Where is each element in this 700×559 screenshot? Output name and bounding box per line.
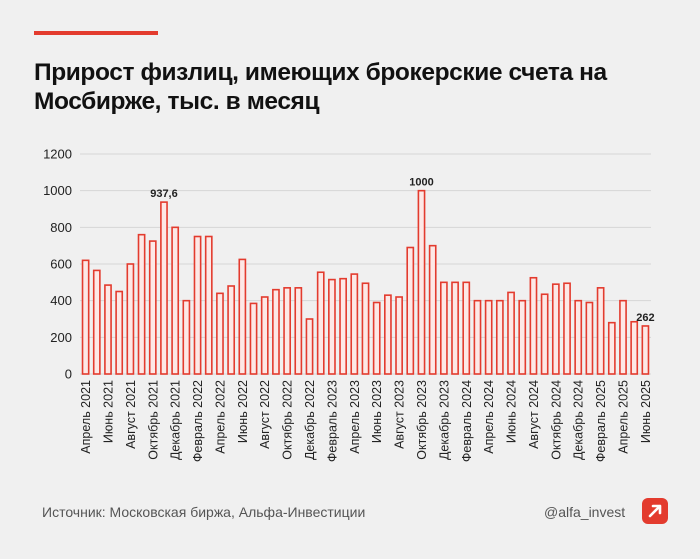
bar xyxy=(115,290,124,375)
bar xyxy=(137,233,146,375)
bar xyxy=(216,292,224,375)
y-tick-label: 400 xyxy=(50,293,72,308)
x-tick-labels: Апрель 2021 Июнь 2021 Август 2021 Октябрь 2… xyxy=(79,380,653,462)
bar xyxy=(384,294,392,375)
bar xyxy=(406,246,415,375)
x-tick-label: Февраль 2025 xyxy=(594,380,608,462)
bar xyxy=(328,278,336,375)
bar xyxy=(193,235,202,375)
bar xyxy=(372,301,381,375)
bar xyxy=(126,263,135,375)
bar xyxy=(484,299,493,375)
x-tick-label: Октябрь 2023 xyxy=(415,380,429,460)
x-tick-label: Декабрь 2021 xyxy=(169,380,183,460)
y-tick-label: 800 xyxy=(50,220,72,235)
bar xyxy=(81,259,90,375)
x-tick-label: Октябрь 2024 xyxy=(549,380,563,460)
bar xyxy=(518,299,527,375)
social-handle[interactable]: @alfa_invest xyxy=(544,504,626,520)
bar xyxy=(171,226,180,375)
bar xyxy=(529,276,538,375)
bar xyxy=(92,269,101,375)
bar xyxy=(395,296,403,375)
x-tick-label: Июнь 2025 xyxy=(639,380,653,443)
x-tick-label: Декабрь 2024 xyxy=(572,380,586,460)
bar xyxy=(451,281,459,375)
x-tick-label: Апрель 2024 xyxy=(482,380,496,454)
bar xyxy=(294,287,303,375)
x-tick-label: Июнь 2021 xyxy=(101,380,115,443)
bar xyxy=(630,320,639,375)
bar xyxy=(160,201,168,375)
bar xyxy=(540,293,549,375)
bar xyxy=(417,189,426,375)
x-tick-label: Февраль 2024 xyxy=(460,380,474,462)
bar xyxy=(428,244,437,375)
bar xyxy=(473,299,482,375)
bar xyxy=(283,287,292,375)
accent-line xyxy=(34,31,158,35)
y-tick-labels: 0 200 400 600 800 1000 1200 xyxy=(43,147,72,382)
source-note: Источник: Московская биржа, Альфа-Инвест… xyxy=(42,504,366,520)
data-labels: 937,6 1000 262 xyxy=(150,177,654,324)
x-tick-label: Июнь 2023 xyxy=(370,380,384,443)
x-tick-label: Октябрь 2021 xyxy=(146,380,160,460)
x-tick-label: Август 2024 xyxy=(527,380,541,449)
x-tick-label: Апрель 2023 xyxy=(348,380,362,454)
y-tick-label: 1200 xyxy=(43,147,72,162)
y-tick-label: 1000 xyxy=(43,183,72,198)
data-label: 1000 xyxy=(409,177,433,189)
x-tick-label: Август 2023 xyxy=(393,380,407,449)
bar xyxy=(585,301,594,375)
bar xyxy=(607,321,616,375)
bar xyxy=(272,288,280,375)
y-tick-label: 0 xyxy=(65,367,72,382)
bar xyxy=(260,296,269,375)
x-tick-label: Декабрь 2022 xyxy=(303,380,317,460)
bar xyxy=(495,299,504,375)
bar xyxy=(507,291,515,375)
bar xyxy=(361,282,370,375)
chart-title: Прирост физлиц, имеющих брокерские счета… xyxy=(34,59,607,115)
x-tick-label: Октябрь 2022 xyxy=(281,380,295,460)
y-tick-label: 600 xyxy=(50,257,72,272)
bar xyxy=(596,287,605,375)
bar xyxy=(227,285,236,375)
bars xyxy=(81,189,650,375)
x-tick-label: Август 2021 xyxy=(124,380,138,449)
data-label: 262 xyxy=(636,312,654,324)
data-label: 937,6 xyxy=(150,188,178,200)
bar xyxy=(563,282,571,375)
bar xyxy=(619,299,627,375)
bar xyxy=(104,284,112,375)
x-tick-label: Август 2022 xyxy=(258,380,272,449)
y-tick-label: 200 xyxy=(50,330,72,345)
bar xyxy=(574,299,583,375)
bar xyxy=(316,271,325,375)
bar xyxy=(148,240,157,375)
x-tick-label: Декабрь 2023 xyxy=(437,380,451,460)
bar xyxy=(339,277,347,375)
bar xyxy=(204,235,213,375)
x-tick-label: Апрель 2022 xyxy=(213,380,227,454)
x-tick-label: Июнь 2022 xyxy=(236,380,250,443)
bar xyxy=(249,302,258,375)
bar xyxy=(182,299,191,375)
x-tick-label: Февраль 2022 xyxy=(191,380,205,462)
bar xyxy=(551,283,560,375)
x-tick-label: Февраль 2023 xyxy=(325,380,339,462)
bar xyxy=(641,325,650,375)
x-tick-label: Апрель 2021 xyxy=(79,380,93,454)
bar xyxy=(350,273,359,375)
bar xyxy=(462,281,471,375)
x-tick-label: Апрель 2025 xyxy=(617,380,631,454)
alfa-arrow-logo-icon xyxy=(642,498,668,524)
x-tick-label: Июнь 2024 xyxy=(505,380,519,443)
bar xyxy=(238,258,247,375)
bar xyxy=(439,281,448,375)
bar xyxy=(305,318,314,375)
